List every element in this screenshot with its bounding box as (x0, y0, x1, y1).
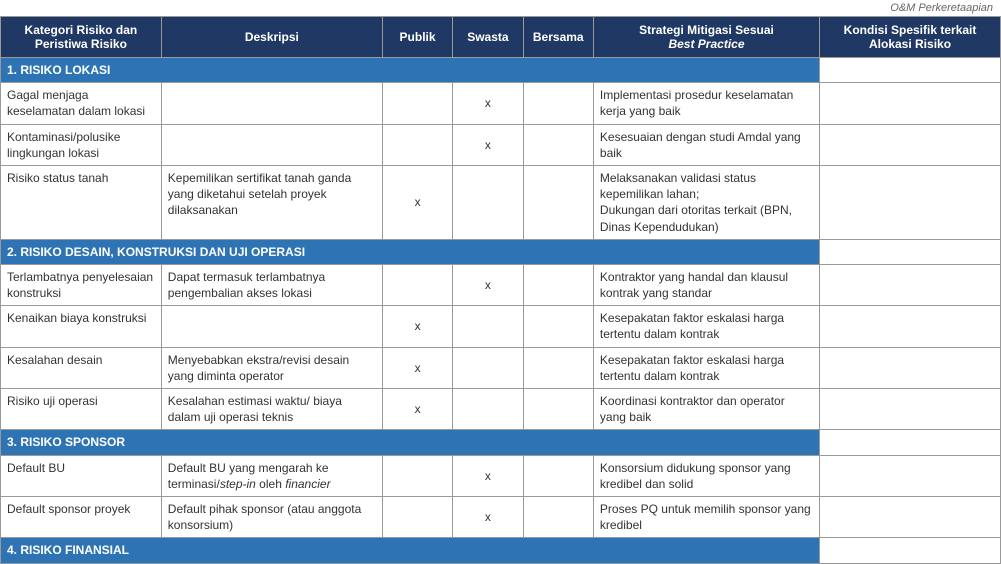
cell-strategi: Kesepakatan faktor eskalasi harga terten… (593, 347, 819, 388)
table-row: Gagal menjaga keselamatan dalam lokasi x I… (1, 83, 1001, 124)
header-kategori: Kategori Risiko dan Peristiwa Risiko (1, 17, 162, 58)
cell-kategori: Kenaikan biaya konstruksi (1, 306, 162, 347)
table-row: Default BUDefault BU yang mengarah ke te… (1, 455, 1001, 496)
table-row: Kontaminasi/polusike lingkungan lokasi x K… (1, 124, 1001, 165)
risk-matrix-table: Kategori Risiko dan Peristiwa Risiko Des… (0, 16, 1001, 564)
cell-publik (382, 83, 452, 124)
cell-kondisi (820, 306, 1001, 347)
cell-bersama (523, 264, 593, 305)
cell-strategi: Proses PQ untuk memilih sponsor yang kre… (593, 496, 819, 537)
header-deskripsi: Deskripsi (161, 17, 382, 58)
section-row: 4. RISIKO FINANSIAL (1, 538, 1001, 563)
section-row: 2. RISIKO DESAIN, KONSTRUKSI DAN UJI OPE… (1, 239, 1001, 264)
cell-kondisi (820, 264, 1001, 305)
cell-publik (382, 496, 452, 537)
cell-kategori: Risiko uji operasi (1, 389, 162, 430)
cell-bersama (523, 347, 593, 388)
cell-swasta (453, 389, 523, 430)
cell-swasta (453, 306, 523, 347)
header-kondisi: Kondisi Spesifik terkait Alokasi Risiko (820, 17, 1001, 58)
table-row: Risiko uji operasiKesalahan estimasi wak… (1, 389, 1001, 430)
cell-strategi: Melaksanakan validasi status kepemilikan… (593, 165, 819, 239)
header-publik: Publik (382, 17, 452, 58)
cell-kondisi (820, 455, 1001, 496)
cell-strategi: Konsorsium didukung sponsor yang kredibe… (593, 455, 819, 496)
section-title: 3. RISIKO SPONSOR (1, 430, 820, 455)
cell-strategi: Kontraktor yang handal dan klausul kontr… (593, 264, 819, 305)
cell-deskripsi: Default BU yang mengarah ke terminasi/st… (161, 455, 382, 496)
header-strategi: Strategi Mitigasi Sesuai Best Practice (593, 17, 819, 58)
cell-bersama (523, 455, 593, 496)
cell-publik: x (382, 306, 452, 347)
cell-publik (382, 455, 452, 496)
table-row: Kenaikan biaya konstruksi x Kesepakatan fa… (1, 306, 1001, 347)
cell-swasta: x (453, 264, 523, 305)
cell-kondisi (820, 496, 1001, 537)
table-header-row: Kategori Risiko dan Peristiwa Risiko Des… (1, 17, 1001, 58)
cell-kondisi (820, 389, 1001, 430)
cell-publik: x (382, 389, 452, 430)
cell-swasta (453, 347, 523, 388)
cell-bersama (523, 496, 593, 537)
cell-deskripsi: Menyebabkan ekstra/revisi desain yang di… (161, 347, 382, 388)
section-blank-end (820, 239, 1001, 264)
cell-bersama (523, 389, 593, 430)
cell-kategori: Terlambatnya penyelesaian konstruksi (1, 264, 162, 305)
cell-kondisi (820, 83, 1001, 124)
cell-kondisi (820, 347, 1001, 388)
section-blank-end (820, 538, 1001, 563)
cell-strategi: Implementasi prosedur keselamatan kerja … (593, 83, 819, 124)
section-row: 1. RISIKO LOKASI (1, 58, 1001, 83)
cell-kategori: Gagal menjaga keselamatan dalam lokasi (1, 83, 162, 124)
cell-strategi: Koordinasi kontraktor dan operator yang … (593, 389, 819, 430)
section-title: 2. RISIKO DESAIN, KONSTRUKSI DAN UJI OPE… (1, 239, 820, 264)
cell-swasta: x (453, 124, 523, 165)
table-context-caption: O&M Perkeretaapian (0, 0, 1001, 16)
cell-publik (382, 264, 452, 305)
cell-kategori: Default sponsor proyek (1, 496, 162, 537)
section-title: 1. RISIKO LOKASI (1, 58, 820, 83)
cell-deskripsi: Dapat termasuk terlambatnya pengembalian… (161, 264, 382, 305)
cell-kondisi (820, 165, 1001, 239)
header-swasta: Swasta (453, 17, 523, 58)
cell-bersama (523, 124, 593, 165)
cell-kategori: Default BU (1, 455, 162, 496)
header-strategi-line2: Best Practice (668, 37, 744, 51)
cell-deskripsi (161, 306, 382, 347)
cell-bersama (523, 165, 593, 239)
section-title: 4. RISIKO FINANSIAL (1, 538, 820, 563)
cell-kondisi (820, 124, 1001, 165)
section-blank-end (820, 58, 1001, 83)
section-blank-end (820, 430, 1001, 455)
cell-kategori: Kontaminasi/polusike lingkungan lokasi (1, 124, 162, 165)
cell-swasta: x (453, 496, 523, 537)
cell-kategori: Kesalahan desain (1, 347, 162, 388)
cell-deskripsi: Kesalahan estimasi waktu/ biaya dalam uj… (161, 389, 382, 430)
cell-publik: x (382, 347, 452, 388)
table-row: Default sponsor proyekDefault pihak spon… (1, 496, 1001, 537)
table-row: Kesalahan desainMenyebabkan ekstra/revis… (1, 347, 1001, 388)
cell-swasta (453, 165, 523, 239)
cell-bersama (523, 306, 593, 347)
cell-bersama (523, 83, 593, 124)
cell-swasta: x (453, 83, 523, 124)
cell-deskripsi: Default pihak sponsor (atau anggota kons… (161, 496, 382, 537)
cell-publik: x (382, 165, 452, 239)
cell-strategi: Kesepakatan faktor eskalasi harga terten… (593, 306, 819, 347)
table-row: Terlambatnya penyelesaian konstruksiDapa… (1, 264, 1001, 305)
cell-publik (382, 124, 452, 165)
cell-kategori: Risiko status tanah (1, 165, 162, 239)
section-row: 3. RISIKO SPONSOR (1, 430, 1001, 455)
header-strategi-line1: Strategi Mitigasi Sesuai (639, 23, 774, 37)
table-row: Risiko status tanahKepemilikan sertifika… (1, 165, 1001, 239)
table-body: 1. RISIKO LOKASIGagal menjaga keselamata… (1, 58, 1001, 564)
cell-deskripsi (161, 124, 382, 165)
header-bersama: Bersama (523, 17, 593, 58)
cell-strategi: Kesesuaian dengan studi Amdal yang baik (593, 124, 819, 165)
cell-deskripsi: Kepemilikan sertifikat tanah ganda yang … (161, 165, 382, 239)
cell-deskripsi (161, 83, 382, 124)
cell-swasta: x (453, 455, 523, 496)
